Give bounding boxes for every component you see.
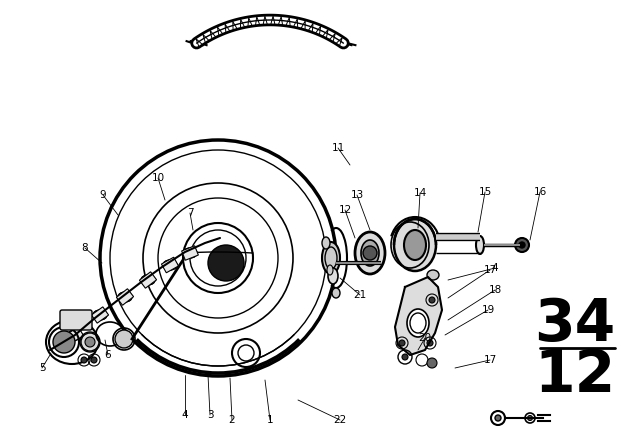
Circle shape xyxy=(81,357,87,363)
Text: 7: 7 xyxy=(187,208,193,218)
Circle shape xyxy=(208,245,244,281)
Ellipse shape xyxy=(322,237,330,249)
Text: 21: 21 xyxy=(353,290,367,300)
Circle shape xyxy=(429,297,435,303)
Ellipse shape xyxy=(81,333,99,351)
Text: 22: 22 xyxy=(333,415,347,425)
Text: 8: 8 xyxy=(82,243,88,253)
Ellipse shape xyxy=(394,219,436,271)
Text: 12: 12 xyxy=(339,205,351,215)
FancyBboxPatch shape xyxy=(60,310,92,330)
Text: 16: 16 xyxy=(533,187,547,197)
Text: 14: 14 xyxy=(413,188,427,198)
Circle shape xyxy=(495,415,501,421)
Ellipse shape xyxy=(407,309,429,337)
Circle shape xyxy=(519,242,525,248)
Ellipse shape xyxy=(328,268,338,284)
Bar xyxy=(92,307,109,323)
Text: 34: 34 xyxy=(534,297,616,353)
Ellipse shape xyxy=(427,270,439,280)
Circle shape xyxy=(363,246,377,260)
Bar xyxy=(182,246,198,260)
Ellipse shape xyxy=(404,230,426,260)
Text: 13: 13 xyxy=(350,190,364,200)
Ellipse shape xyxy=(361,240,379,266)
Text: 4: 4 xyxy=(492,263,499,273)
Circle shape xyxy=(402,354,408,360)
Circle shape xyxy=(427,358,437,368)
Text: 17: 17 xyxy=(483,355,497,365)
Circle shape xyxy=(399,340,405,346)
Bar xyxy=(140,272,157,288)
Ellipse shape xyxy=(355,232,385,274)
Text: 15: 15 xyxy=(478,187,492,197)
Text: 6: 6 xyxy=(105,350,111,360)
Ellipse shape xyxy=(476,236,484,254)
Bar xyxy=(161,257,179,273)
Circle shape xyxy=(91,357,97,363)
Ellipse shape xyxy=(53,331,75,353)
Ellipse shape xyxy=(527,415,532,421)
Ellipse shape xyxy=(327,265,333,275)
Bar xyxy=(116,289,134,305)
Text: 11: 11 xyxy=(332,143,344,153)
Circle shape xyxy=(85,337,95,347)
Text: 5: 5 xyxy=(38,363,45,373)
Text: 18: 18 xyxy=(488,285,502,295)
Text: 12: 12 xyxy=(534,346,616,404)
Circle shape xyxy=(427,340,433,346)
Text: 20: 20 xyxy=(419,333,431,343)
Bar xyxy=(67,327,84,343)
Text: 17: 17 xyxy=(483,265,497,275)
Polygon shape xyxy=(395,277,442,355)
Text: 10: 10 xyxy=(152,173,164,183)
Ellipse shape xyxy=(322,242,340,274)
Text: 2: 2 xyxy=(228,415,236,425)
Text: 1: 1 xyxy=(267,415,273,425)
Text: 3: 3 xyxy=(207,410,213,420)
Circle shape xyxy=(115,330,133,348)
Circle shape xyxy=(515,238,529,252)
Ellipse shape xyxy=(332,288,340,298)
Text: 4: 4 xyxy=(182,410,188,420)
Text: 9: 9 xyxy=(100,190,106,200)
Text: 19: 19 xyxy=(481,305,495,315)
